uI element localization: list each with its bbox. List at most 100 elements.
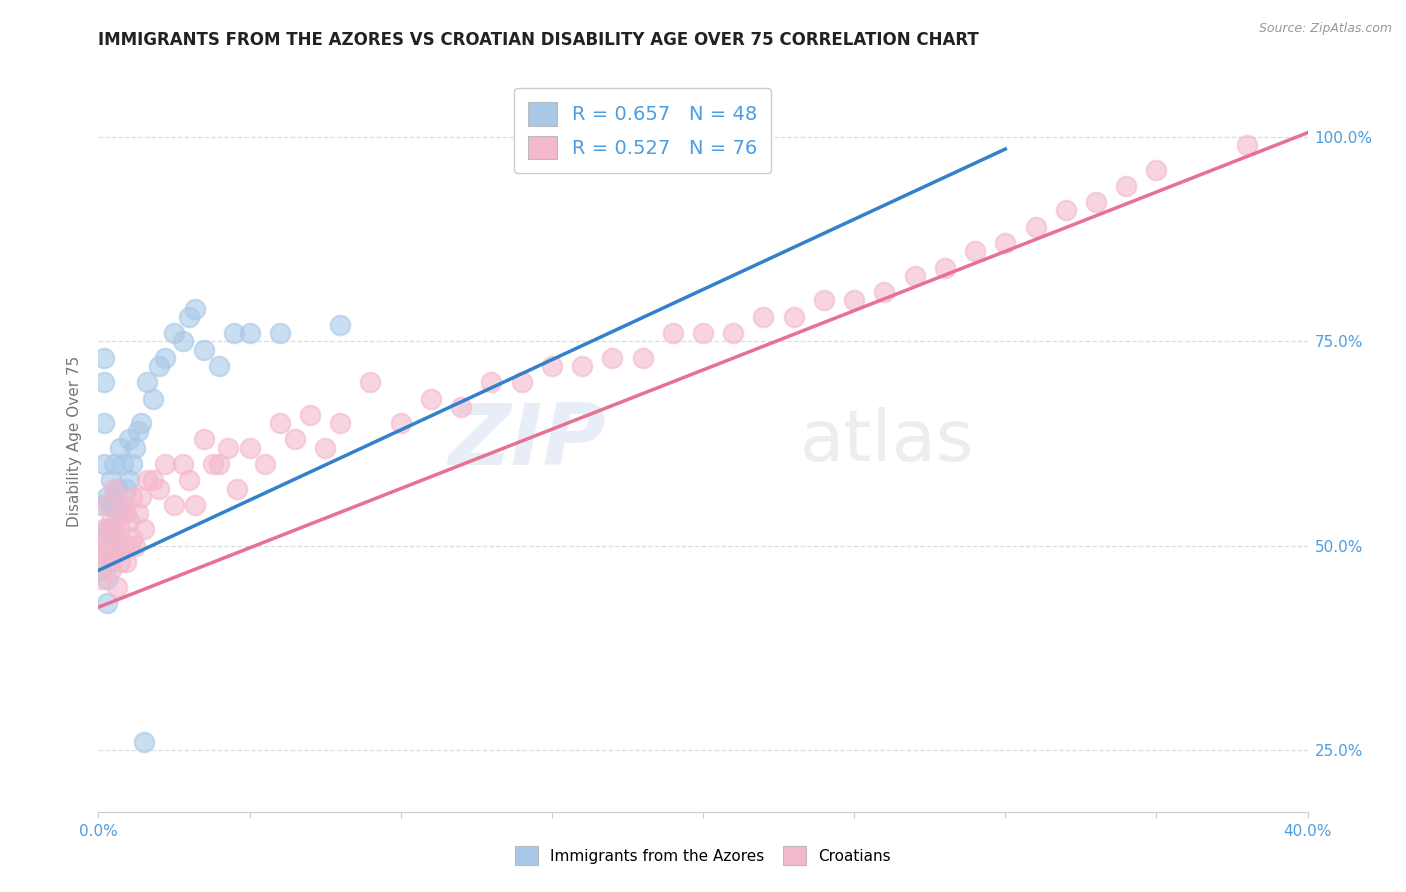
Legend: R = 0.657   N = 48, R = 0.527   N = 76: R = 0.657 N = 48, R = 0.527 N = 76 bbox=[515, 88, 770, 173]
Point bbox=[965, 244, 987, 259]
Point bbox=[208, 359, 231, 373]
Point bbox=[1236, 138, 1258, 153]
Point bbox=[179, 310, 201, 324]
Point bbox=[105, 482, 128, 496]
Point bbox=[873, 285, 896, 300]
Point bbox=[96, 547, 118, 561]
Point bbox=[96, 572, 118, 586]
Point bbox=[103, 523, 125, 537]
Point bbox=[96, 490, 118, 504]
Point bbox=[114, 555, 136, 569]
Point bbox=[269, 326, 291, 340]
Point bbox=[602, 351, 624, 365]
Point bbox=[124, 539, 146, 553]
Point bbox=[114, 482, 136, 496]
Point bbox=[90, 539, 112, 553]
Point bbox=[153, 351, 176, 365]
Point bbox=[1115, 178, 1137, 193]
Point bbox=[450, 400, 472, 414]
Point bbox=[1085, 195, 1108, 210]
Point bbox=[118, 514, 141, 528]
Point bbox=[239, 326, 262, 340]
Point bbox=[193, 433, 215, 447]
Point bbox=[96, 555, 118, 569]
Text: atlas: atlas bbox=[800, 407, 974, 476]
Point bbox=[142, 392, 165, 406]
Point bbox=[93, 523, 115, 537]
Point bbox=[93, 416, 115, 430]
Point bbox=[135, 474, 157, 488]
Point bbox=[723, 326, 745, 340]
Point bbox=[163, 326, 186, 340]
Point bbox=[100, 498, 122, 512]
Point bbox=[105, 539, 128, 553]
Point bbox=[904, 268, 927, 283]
Point bbox=[105, 506, 128, 520]
Point bbox=[420, 392, 443, 406]
Point bbox=[329, 416, 352, 430]
Point bbox=[360, 376, 382, 390]
Point bbox=[844, 293, 866, 308]
Point bbox=[135, 376, 157, 390]
Point bbox=[121, 531, 143, 545]
Y-axis label: Disability Age Over 75: Disability Age Over 75 bbox=[67, 356, 83, 527]
Point bbox=[193, 343, 215, 357]
Point bbox=[269, 416, 291, 430]
Point bbox=[93, 547, 115, 561]
Point bbox=[224, 326, 246, 340]
Point bbox=[813, 293, 835, 308]
Point bbox=[118, 433, 141, 447]
Point bbox=[184, 498, 207, 512]
Point bbox=[100, 474, 122, 488]
Point bbox=[148, 359, 170, 373]
Point bbox=[783, 310, 806, 324]
Point bbox=[114, 506, 136, 520]
Point bbox=[90, 572, 112, 586]
Point bbox=[540, 359, 562, 373]
Point bbox=[934, 260, 956, 275]
Point bbox=[253, 457, 276, 471]
Point bbox=[217, 441, 239, 455]
Point bbox=[129, 416, 152, 430]
Point bbox=[90, 563, 112, 577]
Point bbox=[108, 441, 131, 455]
Point bbox=[103, 490, 125, 504]
Point bbox=[96, 523, 118, 537]
Point bbox=[184, 301, 207, 316]
Point bbox=[172, 457, 194, 471]
Point bbox=[100, 563, 122, 577]
Point bbox=[121, 457, 143, 471]
Point bbox=[118, 539, 141, 553]
Point bbox=[1144, 162, 1167, 177]
Point bbox=[103, 531, 125, 545]
Text: ZIP: ZIP bbox=[449, 400, 606, 483]
Text: Source: ZipAtlas.com: Source: ZipAtlas.com bbox=[1258, 22, 1392, 36]
Point bbox=[752, 310, 775, 324]
Point bbox=[481, 376, 503, 390]
Point bbox=[108, 498, 131, 512]
Point bbox=[1024, 219, 1046, 234]
Point bbox=[692, 326, 714, 340]
Point bbox=[284, 433, 307, 447]
Point bbox=[299, 408, 322, 422]
Text: IMMIGRANTS FROM THE AZORES VS CROATIAN DISABILITY AGE OVER 75 CORRELATION CHART: IMMIGRANTS FROM THE AZORES VS CROATIAN D… bbox=[98, 31, 979, 49]
Point bbox=[96, 596, 118, 610]
Point bbox=[132, 523, 155, 537]
Point bbox=[90, 498, 112, 512]
Point bbox=[96, 531, 118, 545]
Point bbox=[111, 498, 134, 512]
Legend: Immigrants from the Azores, Croatians: Immigrants from the Azores, Croatians bbox=[509, 840, 897, 871]
Point bbox=[127, 506, 149, 520]
Point bbox=[90, 531, 112, 545]
Point bbox=[103, 547, 125, 561]
Point bbox=[105, 539, 128, 553]
Point bbox=[132, 735, 155, 749]
Point bbox=[661, 326, 683, 340]
Point bbox=[163, 498, 186, 512]
Point bbox=[100, 514, 122, 528]
Point bbox=[314, 441, 336, 455]
Point bbox=[100, 523, 122, 537]
Point bbox=[93, 457, 115, 471]
Point bbox=[108, 523, 131, 537]
Point bbox=[153, 457, 176, 471]
